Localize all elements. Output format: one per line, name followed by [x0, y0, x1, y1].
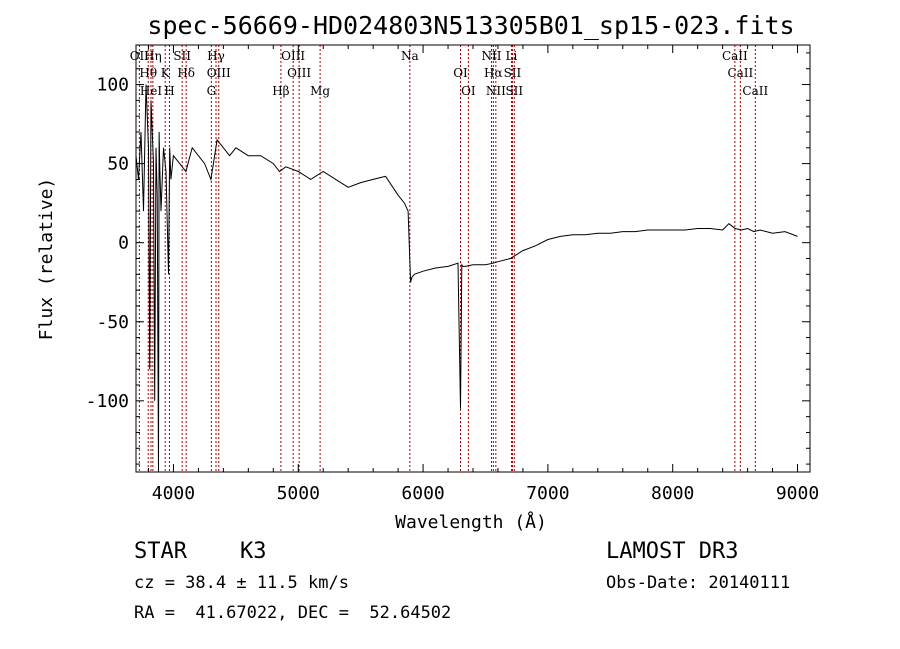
x-axis-label: Wavelength (Å): [395, 511, 547, 533]
emission-line-label: CaII: [722, 49, 748, 63]
emission-line-label: Hδ: [177, 66, 195, 80]
emission-line-label: OII: [130, 49, 150, 63]
emission-line-labels: OII Hθ HeI Hη KH SII Hδ G Hγ OIII Hβ OIII OIII Mg Na OI…: [130, 49, 769, 98]
emission-line-label: Hβ: [272, 84, 289, 98]
x-axis-ticks: 4000 5000 6000 7000 8000 9000: [147, 45, 819, 504]
emission-line-label: Hη: [144, 49, 162, 63]
x-tick-label: 5000: [277, 483, 320, 504]
x-tick-label: 8000: [651, 483, 694, 504]
y-tick-label: 50: [107, 154, 129, 175]
emission-line-label: NII: [481, 49, 501, 63]
y-tick-label: -50: [96, 312, 129, 333]
chart-title: spec-56669-HD024803N513305B01_sp15-023.f…: [147, 11, 794, 40]
x-tick-label: 6000: [401, 483, 444, 504]
spectrum-line: [135, 84, 798, 473]
emission-line-label: CaII: [742, 84, 768, 98]
emission-line-label: OI: [461, 84, 476, 98]
emission-line-label: CaII: [727, 66, 753, 80]
emission-line-label: SII: [173, 49, 191, 63]
emission-line-markers: [138, 45, 756, 472]
survey-name: LAMOST DR3: [606, 539, 739, 564]
subclass: K3: [240, 539, 267, 564]
emission-line-label: Li: [506, 49, 518, 63]
emission-line-label: OI: [453, 66, 468, 80]
emission-line-label: OIII: [287, 66, 311, 80]
emission-line-label: K: [161, 66, 171, 80]
y-axis-label: Flux (relative): [36, 178, 57, 341]
emission-line-label: OIII: [207, 66, 231, 80]
emission-line-label: Mg: [310, 84, 330, 98]
y-tick-label: 100: [96, 75, 129, 96]
ra-dec: RA = 41.67022, DEC = 52.64502: [134, 603, 452, 623]
plot-frame: [135, 44, 811, 473]
emission-line-label: SII: [504, 66, 522, 80]
redshift-cz: cz = 38.4 ± 11.5 km/s: [134, 573, 349, 593]
emission-line-label: HeI: [140, 84, 163, 98]
obs-date: Obs-Date: 20140111: [606, 573, 791, 593]
emission-line-label: NII: [486, 84, 506, 98]
emission-line-label: Na: [401, 49, 419, 63]
x-tick-label: 7000: [526, 483, 569, 504]
y-tick-label: 0: [118, 233, 129, 254]
emission-line-label: Hα: [484, 66, 503, 80]
y-axis-ticks: -100 -50 0 50 100: [86, 52, 810, 465]
spectrum-layer: [135, 84, 798, 473]
emission-line-label: OIII: [281, 49, 305, 63]
emission-line-label: Hθ: [139, 66, 157, 80]
object-class: STAR: [134, 539, 187, 564]
emission-line-label: Hγ: [207, 49, 225, 63]
emission-line-label: G: [207, 84, 217, 98]
x-tick-label: 4000: [152, 483, 195, 504]
emission-line-label: SII: [505, 84, 523, 98]
x-tick-label: 9000: [776, 483, 819, 504]
y-tick-label: -100: [86, 391, 129, 412]
emission-line-label: H: [164, 84, 174, 98]
